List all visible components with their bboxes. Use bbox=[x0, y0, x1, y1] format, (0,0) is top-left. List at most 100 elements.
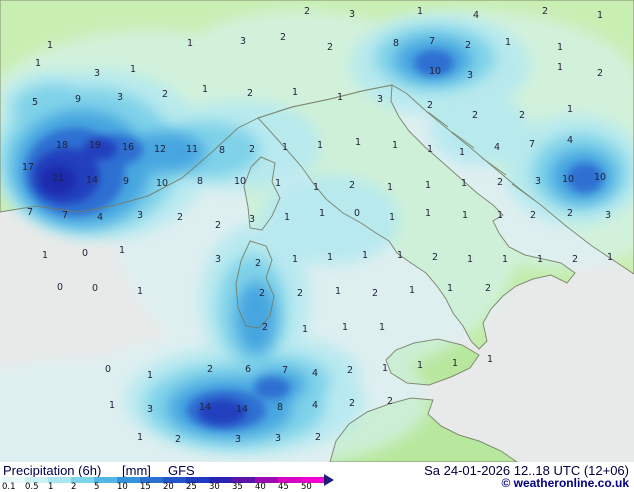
svg-text:1: 1 bbox=[47, 40, 53, 51]
svg-text:2: 2 bbox=[472, 110, 478, 121]
svg-text:1: 1 bbox=[130, 64, 136, 75]
svg-text:4: 4 bbox=[567, 135, 573, 146]
svg-text:3: 3 bbox=[467, 70, 473, 81]
svg-text:3: 3 bbox=[147, 404, 153, 415]
svg-text:1: 1 bbox=[452, 358, 458, 369]
svg-text:1: 1 bbox=[417, 360, 423, 371]
svg-text:0: 0 bbox=[92, 283, 98, 294]
svg-text:19: 19 bbox=[89, 140, 101, 151]
svg-text:1: 1 bbox=[335, 286, 341, 297]
svg-text:1: 1 bbox=[337, 92, 343, 103]
svg-text:1: 1 bbox=[397, 250, 403, 261]
svg-text:3: 3 bbox=[94, 68, 100, 79]
svg-text:18: 18 bbox=[56, 140, 68, 151]
svg-text:2: 2 bbox=[542, 6, 548, 17]
svg-text:1: 1 bbox=[282, 142, 288, 153]
svg-text:3: 3 bbox=[235, 434, 241, 445]
svg-text:7: 7 bbox=[529, 139, 535, 150]
svg-text:1: 1 bbox=[292, 254, 298, 265]
svg-text:1: 1 bbox=[342, 322, 348, 333]
svg-text:1: 1 bbox=[389, 212, 395, 223]
svg-text:4: 4 bbox=[473, 10, 479, 21]
svg-text:7: 7 bbox=[282, 365, 288, 376]
svg-text:1: 1 bbox=[487, 354, 493, 365]
legend-unit: [mm] bbox=[122, 463, 151, 478]
svg-text:0: 0 bbox=[82, 248, 88, 259]
svg-text:2: 2 bbox=[177, 212, 183, 223]
svg-text:2: 2 bbox=[215, 220, 221, 231]
legend-model: GFS bbox=[168, 463, 195, 478]
svg-text:1: 1 bbox=[379, 322, 385, 333]
svg-text:1: 1 bbox=[109, 400, 115, 411]
svg-text:2: 2 bbox=[349, 180, 355, 191]
svg-text:10: 10 bbox=[156, 178, 168, 189]
svg-text:1: 1 bbox=[382, 363, 388, 374]
svg-text:0: 0 bbox=[105, 364, 111, 375]
svg-text:3: 3 bbox=[215, 254, 221, 265]
svg-text:0: 0 bbox=[57, 282, 63, 293]
svg-text:3: 3 bbox=[240, 36, 246, 47]
svg-text:1: 1 bbox=[187, 38, 193, 49]
svg-text:2: 2 bbox=[249, 144, 255, 155]
svg-text:2: 2 bbox=[162, 89, 168, 100]
svg-text:3: 3 bbox=[137, 210, 143, 221]
svg-text:9: 9 bbox=[123, 176, 129, 187]
svg-text:1: 1 bbox=[284, 212, 290, 223]
svg-text:11: 11 bbox=[186, 144, 198, 155]
svg-text:4: 4 bbox=[312, 368, 318, 379]
svg-text:2: 2 bbox=[372, 288, 378, 299]
svg-text:1: 1 bbox=[313, 182, 319, 193]
scale-arrow-icon bbox=[324, 474, 334, 486]
svg-text:1: 1 bbox=[137, 286, 143, 297]
svg-text:1: 1 bbox=[607, 252, 613, 263]
svg-text:6: 6 bbox=[245, 364, 251, 375]
svg-text:3: 3 bbox=[535, 176, 541, 187]
svg-text:1: 1 bbox=[425, 208, 431, 219]
svg-text:1: 1 bbox=[567, 104, 573, 115]
svg-text:2: 2 bbox=[465, 40, 471, 51]
svg-text:1: 1 bbox=[461, 178, 467, 189]
svg-text:10: 10 bbox=[562, 174, 574, 185]
svg-text:1: 1 bbox=[409, 285, 415, 296]
copyright: © weatheronline.co.uk bbox=[501, 476, 629, 490]
svg-text:8: 8 bbox=[277, 402, 283, 413]
svg-text:17: 17 bbox=[22, 162, 34, 173]
svg-text:2: 2 bbox=[572, 254, 578, 265]
svg-text:5: 5 bbox=[32, 97, 38, 108]
svg-text:14: 14 bbox=[199, 402, 211, 413]
svg-text:1: 1 bbox=[447, 283, 453, 294]
svg-text:2: 2 bbox=[349, 398, 355, 409]
svg-text:16: 16 bbox=[122, 142, 134, 153]
svg-text:1: 1 bbox=[497, 210, 503, 221]
svg-text:1: 1 bbox=[459, 147, 465, 158]
svg-text:4: 4 bbox=[97, 212, 103, 223]
svg-text:1: 1 bbox=[319, 208, 325, 219]
svg-text:2: 2 bbox=[597, 68, 603, 79]
svg-text:1: 1 bbox=[427, 144, 433, 155]
svg-text:7: 7 bbox=[62, 210, 68, 221]
svg-text:3: 3 bbox=[377, 94, 383, 105]
coastlines bbox=[0, 0, 634, 462]
svg-text:1: 1 bbox=[387, 182, 393, 193]
svg-text:1: 1 bbox=[502, 254, 508, 265]
svg-text:2: 2 bbox=[207, 364, 213, 375]
svg-text:1: 1 bbox=[292, 87, 298, 98]
svg-text:1: 1 bbox=[417, 6, 423, 17]
svg-text:8: 8 bbox=[219, 145, 225, 156]
svg-text:1: 1 bbox=[147, 370, 153, 381]
svg-text:3: 3 bbox=[117, 92, 123, 103]
svg-text:1: 1 bbox=[462, 210, 468, 221]
svg-text:1: 1 bbox=[202, 84, 208, 95]
svg-text:1: 1 bbox=[137, 432, 143, 443]
svg-text:3: 3 bbox=[349, 9, 355, 20]
svg-text:2: 2 bbox=[175, 434, 181, 445]
forecast-datetime: Sa 24-01-2026 12..18 UTC (12+06) bbox=[424, 463, 629, 478]
svg-text:12: 12 bbox=[154, 144, 166, 155]
svg-text:1: 1 bbox=[392, 140, 398, 151]
svg-text:2: 2 bbox=[327, 42, 333, 53]
svg-text:0: 0 bbox=[354, 208, 360, 219]
svg-text:10: 10 bbox=[234, 176, 246, 187]
precip-color-scale bbox=[2, 477, 324, 483]
